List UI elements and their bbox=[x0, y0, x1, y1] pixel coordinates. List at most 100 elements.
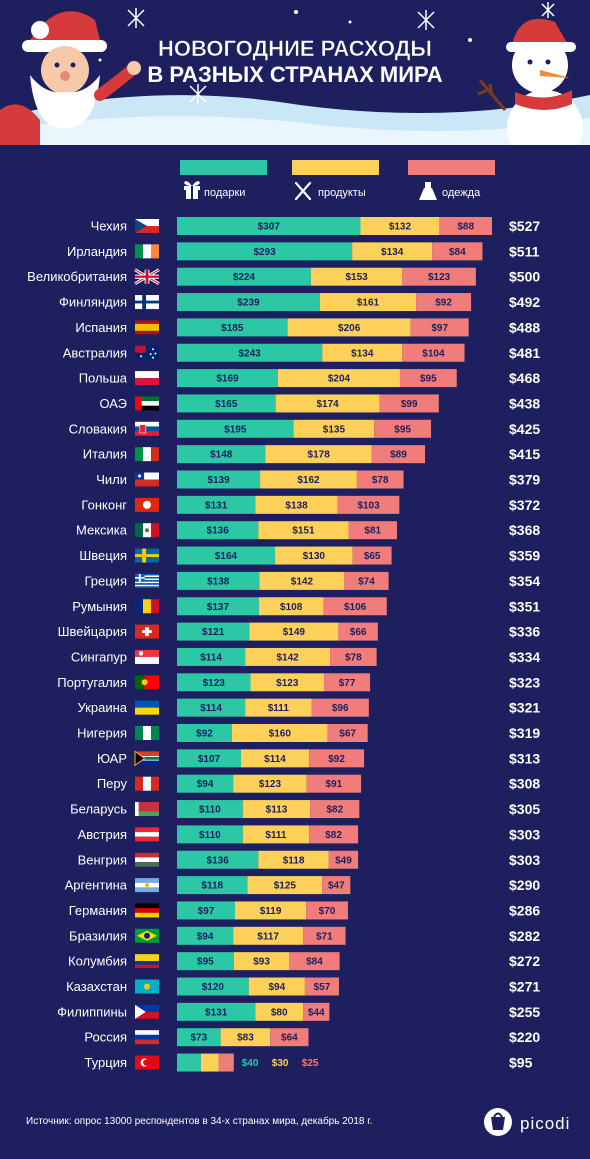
bar-segment-food bbox=[360, 217, 440, 235]
bar-segment-gifts bbox=[177, 800, 243, 819]
flag-it-icon bbox=[135, 447, 159, 462]
bar-value-label: $149 bbox=[283, 627, 306, 638]
bar-segment-clothes bbox=[309, 825, 359, 844]
bar-value-label: $40 bbox=[242, 1058, 259, 1069]
chart-row: Великобритания $224 $153 $123 $500 bbox=[27, 267, 540, 286]
bar-value-label: $243 bbox=[238, 348, 261, 359]
chart-row: Турция $40 $30 $25 $95 bbox=[84, 1053, 533, 1072]
bar-segment-food bbox=[265, 445, 372, 464]
bar-value-label: $293 bbox=[253, 247, 276, 258]
flag-ae-icon bbox=[135, 396, 159, 411]
flag-sun bbox=[145, 883, 149, 888]
bar-segment-clothes bbox=[416, 293, 472, 312]
total-value-label: $271 bbox=[509, 979, 540, 995]
flag-stripe bbox=[135, 1039, 159, 1045]
bar-segment-clothes bbox=[330, 647, 377, 666]
chart-row: Чили $139 $162 $78 $379 bbox=[96, 470, 540, 489]
bar-value-label: $132 bbox=[389, 222, 412, 233]
country-label: Чехия bbox=[91, 219, 127, 234]
flag-stripe bbox=[151, 776, 159, 791]
flag-stripe bbox=[135, 554, 159, 557]
bar-value-label: $307 bbox=[258, 222, 281, 233]
country-label: Польша bbox=[79, 371, 128, 386]
flag-mx-icon bbox=[135, 523, 159, 538]
bar-segment-clothes bbox=[311, 698, 369, 717]
flag-star bbox=[154, 352, 157, 355]
chart-row: Казахстан $120 $94 $57 $271 bbox=[66, 977, 540, 996]
title-line-2: В РАЗНЫХ СТРАНАХ МИРА bbox=[147, 62, 442, 87]
bar-value-label: $107 bbox=[198, 754, 221, 765]
flag-stripe bbox=[135, 776, 143, 791]
bar-value-label: $78 bbox=[372, 475, 389, 486]
bar-segment-food bbox=[200, 1053, 219, 1072]
bar-segment-clothes bbox=[328, 850, 359, 869]
flag-stripe bbox=[135, 330, 159, 335]
flag-gr-icon bbox=[135, 573, 159, 588]
bar-segment-gifts bbox=[177, 622, 250, 641]
flag-es-icon bbox=[135, 320, 159, 335]
flag-stripe bbox=[135, 852, 159, 858]
country-label: Перу bbox=[97, 776, 128, 791]
bar-value-label: $169 bbox=[216, 374, 239, 385]
bar-value-label: $110 bbox=[199, 805, 221, 816]
bar-segment-gifts bbox=[177, 724, 232, 742]
bar-value-label: $139 bbox=[207, 475, 230, 486]
flag-stripe bbox=[135, 396, 142, 411]
chart-row: Аргентина $118 $125 $47 $290 bbox=[65, 876, 540, 895]
flag-globe bbox=[144, 932, 150, 939]
bar-segment-food bbox=[242, 825, 310, 844]
country-label: Мексика bbox=[76, 523, 128, 538]
country-label: Украина bbox=[78, 700, 128, 715]
bar-segment-food bbox=[322, 343, 403, 362]
total-value-label: $305 bbox=[509, 801, 540, 817]
country-label: Австрия bbox=[78, 827, 127, 842]
bar-segment-clothes bbox=[303, 926, 346, 945]
total-value-label: $379 bbox=[509, 472, 540, 488]
total-value-label: $359 bbox=[509, 548, 540, 564]
total-value-label: $481 bbox=[509, 345, 540, 361]
country-label: Германия bbox=[69, 903, 127, 918]
bar-segment-food bbox=[278, 369, 400, 388]
flag-stripe bbox=[151, 244, 159, 259]
bar-value-label: $57 bbox=[314, 982, 331, 993]
country-label: Венгрия bbox=[78, 852, 127, 867]
flag-stripe bbox=[144, 675, 159, 690]
country-label: Австралия bbox=[63, 345, 127, 360]
bar-segment-food bbox=[352, 242, 433, 261]
flag-stripe bbox=[135, 961, 159, 965]
chart-row: Нигерия $92 $160 $67 $319 bbox=[77, 724, 540, 742]
total-value-label: $303 bbox=[509, 826, 540, 842]
flag-se-icon bbox=[135, 548, 159, 563]
country-label: Греция bbox=[84, 573, 127, 588]
bar-segment-food bbox=[275, 546, 353, 565]
flag-stripe bbox=[135, 580, 159, 582]
total-value-label: $500 bbox=[509, 269, 540, 285]
total-value-label: $351 bbox=[509, 598, 540, 614]
country-label: Великобритания bbox=[27, 269, 127, 284]
country-label: Ирландия bbox=[67, 244, 127, 259]
bar-value-label: $77 bbox=[339, 678, 356, 689]
flag-stripe bbox=[151, 726, 159, 740]
total-value-label: $286 bbox=[509, 902, 540, 918]
bar-segment-food bbox=[233, 926, 304, 945]
flag-gb-icon bbox=[134, 268, 160, 285]
bar-value-label: $92 bbox=[328, 754, 345, 765]
total-value-label: $319 bbox=[509, 725, 540, 741]
country-label: Италия bbox=[83, 447, 127, 462]
flag-ch-icon bbox=[135, 624, 159, 639]
flag-stripe bbox=[135, 707, 159, 715]
bar-segment-gifts bbox=[177, 850, 259, 869]
bar-value-label: $49 bbox=[335, 855, 352, 866]
flag-stripe bbox=[135, 421, 159, 427]
bar-segment-food bbox=[255, 1002, 304, 1021]
bar-segment-clothes bbox=[371, 445, 426, 464]
bar-segment-clothes bbox=[439, 217, 492, 235]
flag-stripe bbox=[151, 447, 159, 462]
flag-stripe bbox=[135, 912, 159, 918]
bar-value-label: $67 bbox=[339, 729, 356, 740]
flag-ie-icon bbox=[135, 244, 159, 259]
flag-fi-icon bbox=[135, 295, 159, 310]
chart-row: Мексика $136 $151 $81 $368 bbox=[76, 521, 540, 540]
legend-label-gifts: подарки bbox=[204, 187, 245, 199]
flag-stripe bbox=[135, 345, 146, 353]
